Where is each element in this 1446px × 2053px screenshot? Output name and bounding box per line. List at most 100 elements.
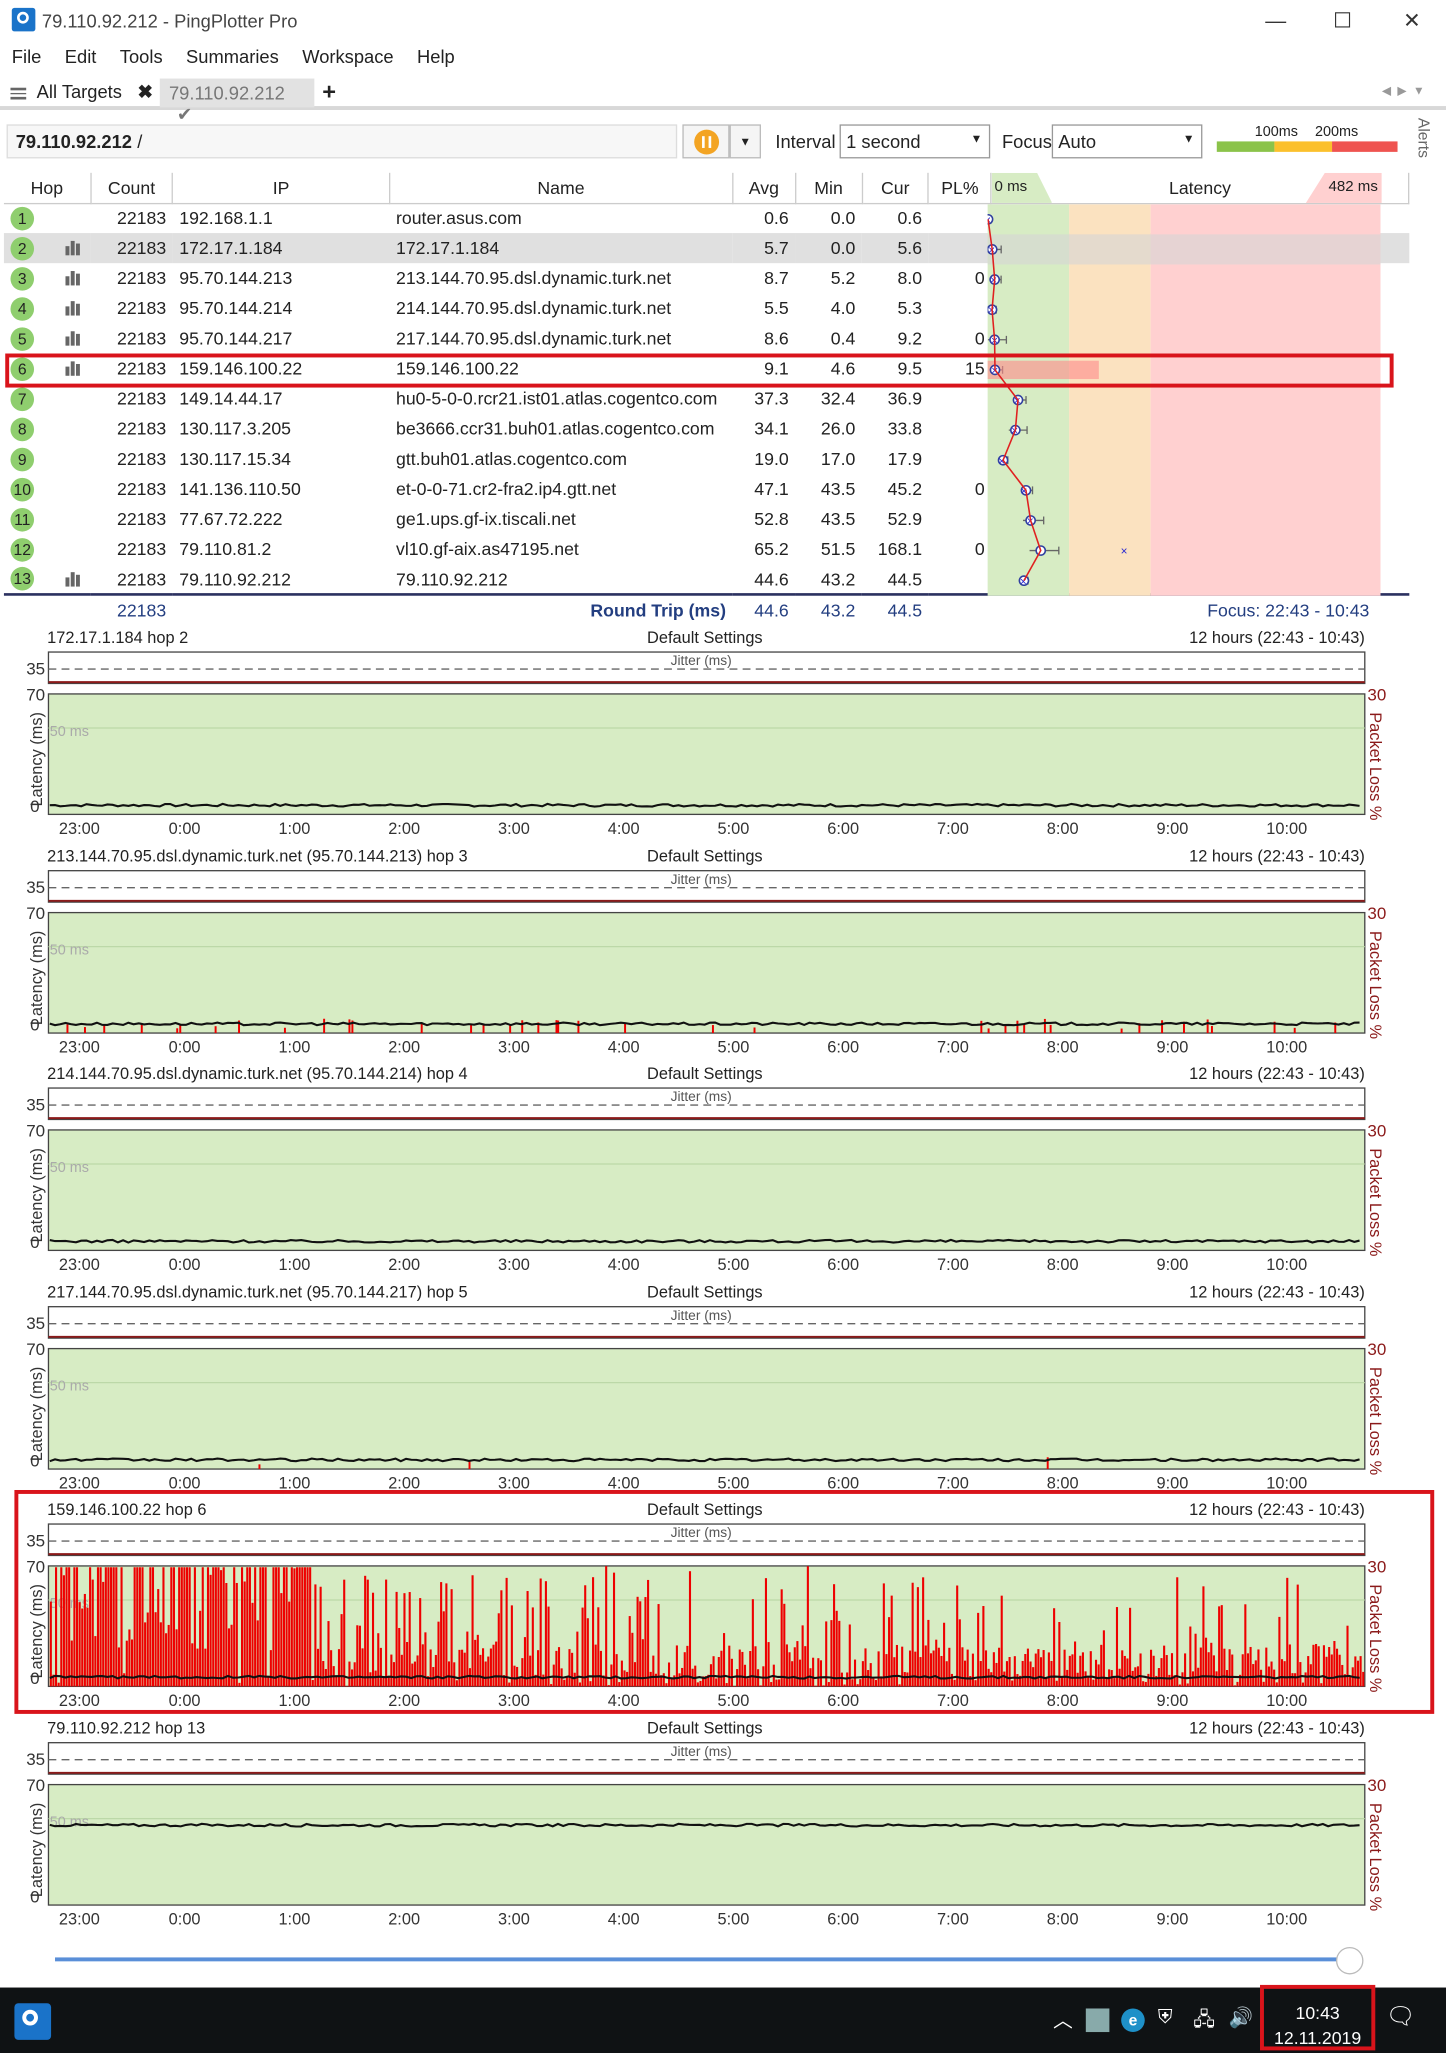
graph-settings[interactable]: Default Settings — [647, 847, 763, 866]
col-ip[interactable]: IP — [172, 172, 391, 204]
col-cur[interactable]: Cur — [861, 172, 930, 204]
loss-spike — [822, 1685, 825, 1687]
timeline-scrollbar[interactable] — [55, 1957, 1360, 1962]
table-row[interactable]: 7 22183 149.14.44.17 hu0-5-0-0.rcr21.ist01.… — [4, 384, 1409, 414]
loss-spike — [901, 1646, 904, 1687]
add-tab-button[interactable]: + — [322, 78, 336, 105]
hop-badge: 3 — [10, 266, 35, 291]
alerts-panel-tab[interactable]: Alerts — [1414, 117, 1433, 159]
security-shield-icon[interactable]: ⛨ — [1157, 2005, 1173, 2029]
menu-summaries[interactable]: Summaries — [186, 45, 279, 67]
loss-spike — [573, 1672, 576, 1687]
col-hop[interactable]: Hop — [3, 172, 92, 204]
menu-tools[interactable]: Tools — [119, 45, 163, 67]
graph-settings[interactable]: Default Settings — [647, 1064, 763, 1083]
col-pl[interactable]: PL% — [928, 172, 992, 204]
table-row[interactable]: 3 22183 95.70.144.213 213.144.70.95.dsl.dyn… — [4, 263, 1409, 293]
tab-scroll-arrows[interactable]: ◀ ▶ ▼ — [1381, 83, 1425, 97]
graph-settings[interactable]: Default Settings — [647, 628, 763, 647]
pingplotter-taskbar-icon[interactable] — [14, 2003, 52, 2040]
ie-tray-icon[interactable]: e — [1121, 2008, 1145, 2033]
graph-bars-icon[interactable] — [65, 301, 83, 317]
time-tick: 6:00 — [827, 1692, 859, 1710]
latency-graph[interactable]: 79.110.92.212 hop 13 Default Settings 12 h… — [0, 1719, 1446, 1936]
tab-all-targets[interactable]: All Targets ✖ — [10, 81, 153, 103]
timeline-scroll-thumb[interactable] — [1335, 1946, 1364, 1975]
y-70-tick: 70 — [26, 685, 45, 704]
latency-graph[interactable]: 214.144.70.95.dsl.dynamic.turk.net (95.7… — [0, 1064, 1446, 1281]
table-row[interactable]: 13 22183 79.110.92.212 79.110.92.212 44.6 43.… — [4, 564, 1409, 594]
hop-cell: 10 — [4, 474, 90, 504]
graph-settings[interactable]: Default Settings — [647, 1719, 763, 1738]
col-name[interactable]: Name — [389, 172, 734, 204]
graph-settings[interactable]: Default Settings — [647, 1283, 763, 1302]
loss-spike — [1005, 1661, 1009, 1687]
tab-target[interactable]: 79.110.92.212 ✔ — [159, 78, 315, 124]
loss-spike — [730, 1658, 733, 1687]
time-tick: 5:00 — [717, 820, 749, 838]
table-row[interactable]: 12 22183 79.110.81.2 vl10.gf-aix.as47195.ne… — [4, 534, 1409, 564]
latency-graph[interactable]: 172.17.1.184 hop 2 Default Settings 12 hou… — [0, 628, 1446, 845]
col-min[interactable]: Min — [795, 172, 863, 204]
hop-cell: 2 — [3, 233, 91, 264]
focus-select[interactable]: Auto ▼ — [1051, 124, 1203, 159]
maximize-button[interactable]: ☐ — [1333, 10, 1352, 33]
loss-spike — [586, 1618, 589, 1687]
pause-button[interactable] — [682, 124, 730, 159]
menu-file[interactable]: File — [11, 45, 42, 67]
breadcrumb[interactable]: 79.110.92.212/ — [6, 124, 678, 159]
notifications-icon[interactable]: 🗨 — [1385, 2003, 1416, 2030]
close-button[interactable]: ✕ — [1403, 10, 1421, 33]
menu-workspace[interactable]: Workspace — [302, 45, 394, 67]
tray-chevron-icon[interactable]: ︿ — [1053, 2009, 1073, 2033]
col-count[interactable]: Count — [90, 172, 174, 204]
minimize-button[interactable]: — — [1265, 10, 1287, 33]
graph-settings[interactable]: Default Settings — [647, 1500, 763, 1519]
table-row[interactable]: 8 22183 130.117.3.205 be3666.ccr31.buh01.at… — [4, 414, 1409, 444]
table-row[interactable]: 11 22183 77.67.72.222 ge1.ups.gf-ix.tiscali… — [4, 504, 1409, 534]
table-row[interactable]: 10 22183 141.136.110.50 et-0-0-71.cr2-fra2.… — [4, 474, 1409, 504]
latency-trace — [49, 1674, 1360, 1680]
volume-icon[interactable]: 🔊 — [1228, 2007, 1254, 2030]
pause-dropdown-button[interactable]: ▼ — [729, 124, 761, 159]
loss-spike — [1055, 1680, 1058, 1687]
graph-bars-icon[interactable] — [65, 241, 83, 256]
graph-bars-icon[interactable] — [65, 331, 83, 347]
loss-spike — [859, 1679, 862, 1687]
packet-loss-bar — [987, 360, 1099, 380]
table-row[interactable]: 1 22183 192.168.1.1 router.asus.com 0.6 0.0 0.… — [4, 203, 1409, 233]
graph-bars-icon[interactable] — [65, 271, 83, 287]
loss-spike — [277, 1567, 280, 1687]
time-tick: 7:00 — [937, 1256, 969, 1274]
loss-spike — [602, 1675, 605, 1687]
table-row[interactable]: 4 22183 95.70.144.214 214.144.70.95.dsl.dyn… — [4, 293, 1409, 323]
network-icon[interactable]: 🖧 — [1193, 2008, 1216, 2031]
tray-app-icon[interactable] — [1085, 2008, 1110, 2033]
time-tick: 7:00 — [937, 1039, 969, 1057]
latency-frame — [47, 1347, 1366, 1470]
graph-bars-icon[interactable] — [65, 572, 83, 587]
loss-spike — [1079, 1655, 1082, 1687]
loss-spike — [749, 1651, 752, 1687]
loss-spike — [1265, 1647, 1268, 1687]
loss-spike — [1354, 1656, 1357, 1687]
close-tab-icon[interactable]: ✖ — [137, 81, 153, 103]
col-latency[interactable]: Latency 0 ms 482 ms — [991, 172, 1410, 204]
graph-bars-icon[interactable] — [65, 361, 83, 377]
menu-help[interactable]: Help — [417, 45, 455, 67]
col-avg[interactable]: Avg — [732, 172, 796, 204]
latency-graph[interactable]: 217.144.70.95.dsl.dynamic.turk.net (95.7… — [0, 1283, 1446, 1500]
loss-spike — [817, 1658, 820, 1687]
interval-select[interactable]: 1 second ▼ — [839, 124, 991, 159]
loss-spike — [495, 1641, 498, 1687]
time-tick: 9:00 — [1157, 820, 1189, 838]
table-row[interactable]: 9 22183 130.117.15.34 gtt.buh01.atlas.cogen… — [4, 444, 1409, 474]
loss-spike — [447, 1661, 451, 1687]
table-row[interactable]: 5 22183 95.70.144.217 217.144.70.95.dsl.dyn… — [4, 323, 1409, 353]
table-row[interactable]: 6 22183 159.146.100.22 159.146.100.22 9.1 4.6… — [4, 354, 1409, 384]
latency-graph[interactable]: 159.146.100.22 hop 6 Default Settings 12 h… — [0, 1500, 1446, 1717]
menu-edit[interactable]: Edit — [64, 45, 97, 67]
taskbar-clock[interactable]: 10:43 12.11.2019 — [1260, 1984, 1376, 2051]
loss-spike — [723, 1633, 726, 1687]
latency-graph[interactable]: 213.144.70.95.dsl.dynamic.turk.net (95.7… — [0, 847, 1446, 1064]
